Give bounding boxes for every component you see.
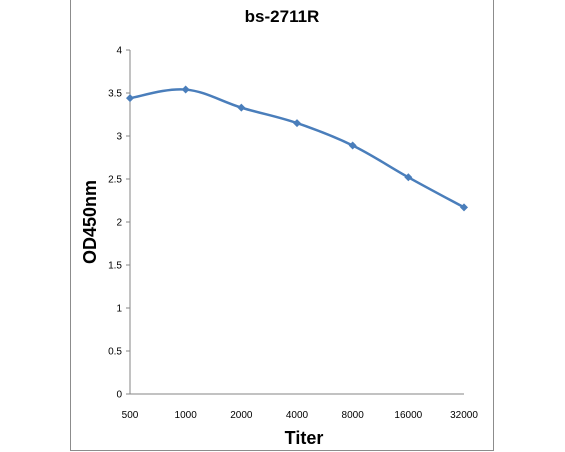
y-axis-title: OD450nm bbox=[80, 180, 100, 264]
x-tick-label: 4000 bbox=[286, 410, 309, 421]
x-ticks: 500 1000 2000 4000 8000 16000 32000 bbox=[122, 410, 479, 421]
y-tick-label: 2 bbox=[116, 218, 122, 229]
data-point-marker bbox=[126, 94, 134, 103]
x-tick-label: 500 bbox=[122, 410, 139, 421]
x-tick-label: 1000 bbox=[175, 410, 198, 421]
data-point-marker bbox=[237, 103, 246, 112]
x-tick-label: 8000 bbox=[342, 410, 365, 421]
y-tick-label: 3.5 bbox=[108, 89, 122, 100]
data-point-marker bbox=[460, 203, 468, 212]
y-tick-label: 1.5 bbox=[108, 261, 122, 272]
x-tick-label: 32000 bbox=[450, 410, 478, 421]
y-tick-label: 1 bbox=[116, 304, 122, 315]
y-tick-label: 0.5 bbox=[108, 347, 122, 358]
data-point-marker bbox=[404, 173, 413, 182]
x-tick-label: 2000 bbox=[230, 410, 253, 421]
y-tick-label: 3 bbox=[116, 132, 122, 143]
chart-title: bs-2711R bbox=[245, 7, 320, 26]
y-ticks: 0 0.5 1 1.5 2 2.5 3 3.5 4 bbox=[108, 46, 130, 401]
chart-frame bbox=[70, 0, 494, 451]
series-line bbox=[129, 88, 465, 209]
y-tick-label: 0 bbox=[116, 390, 122, 401]
x-tick-label: 16000 bbox=[394, 410, 422, 421]
data-point-marker bbox=[293, 119, 301, 128]
series-group bbox=[126, 85, 468, 212]
x-axis-title: Titer bbox=[285, 428, 324, 448]
data-point-marker bbox=[348, 141, 357, 150]
data-point-marker bbox=[181, 85, 190, 94]
y-tick-label: 2.5 bbox=[108, 175, 122, 186]
y-tick-label: 4 bbox=[116, 46, 122, 57]
